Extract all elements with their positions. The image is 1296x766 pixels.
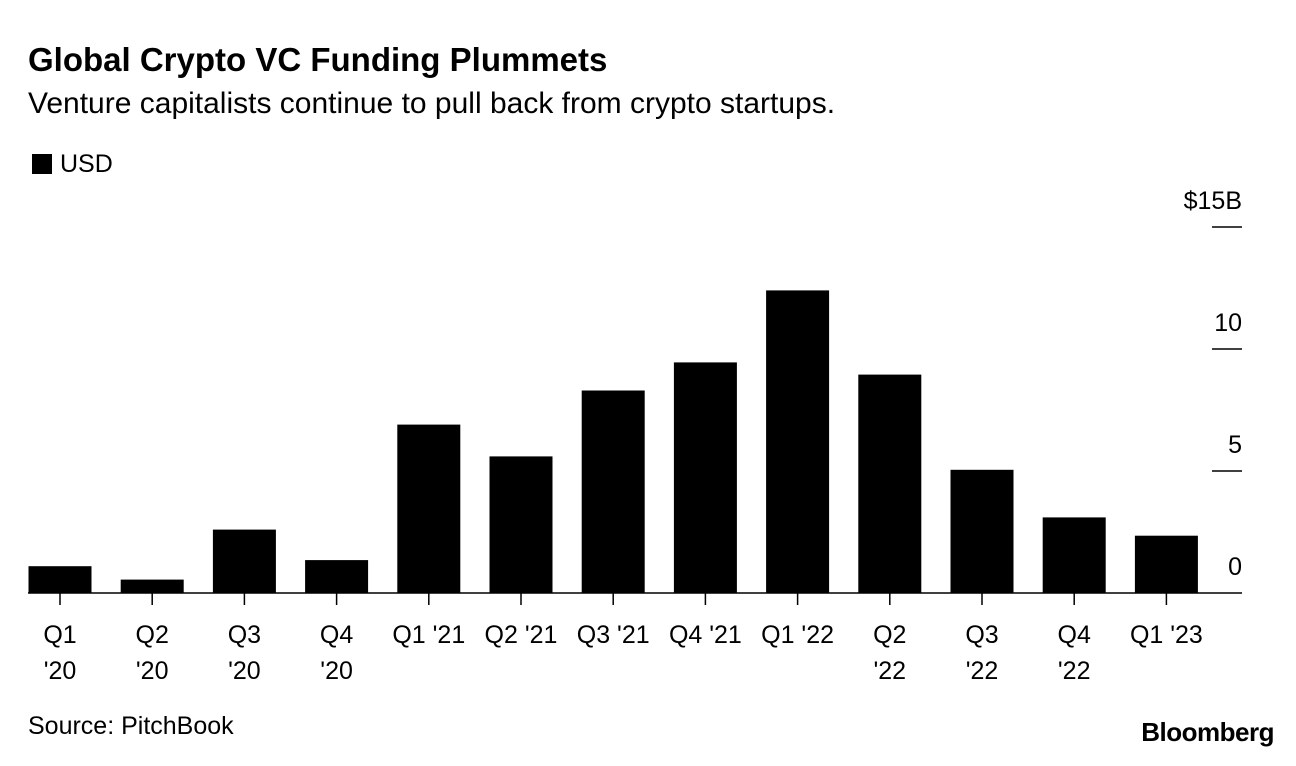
x-tick-label: Q2 '21	[485, 621, 558, 649]
y-tick-label: $15B	[1184, 187, 1242, 215]
x-tick-label: Q4'22	[1058, 621, 1091, 685]
bar	[766, 290, 830, 593]
bar	[1042, 517, 1106, 593]
y-tick-label: 10	[1214, 309, 1242, 337]
bar	[673, 362, 737, 593]
x-tick-label: Q3'22	[965, 621, 998, 685]
legend-label: USD	[60, 150, 113, 178]
y-axis: 0 5 10 $15B	[1184, 187, 1242, 581]
bar	[581, 390, 645, 593]
x-tick-label: Q1 '23	[1130, 621, 1203, 649]
bar	[212, 529, 276, 593]
bar	[950, 469, 1014, 593]
x-tick-label: Q1 '22	[761, 621, 834, 649]
bar	[120, 579, 184, 593]
y-tick-label: 0	[1228, 553, 1242, 581]
brand-logo: Bloomberg	[1141, 717, 1274, 747]
x-tick-label: Q4'20	[320, 621, 353, 685]
x-axis-ticks	[59, 593, 1168, 605]
legend: USD	[32, 148, 113, 180]
chart-title: Global Crypto VC Funding Plummets	[28, 41, 608, 78]
source-note: Source: PitchBook	[28, 712, 234, 740]
x-tick-label: Q3'20	[228, 621, 261, 685]
x-tick-label: Q2'20	[136, 621, 169, 685]
bar	[858, 374, 922, 593]
legend-swatch	[32, 154, 52, 174]
x-tick-label: Q1 '21	[392, 621, 465, 649]
chart-subtitle: Venture capitalists continue to pull bac…	[28, 87, 836, 120]
x-axis-labels: Q1'20 Q2'20 Q3'20 Q4'20 Q1 '21 Q2 '21 Q3 '21 Q4…	[43, 621, 1203, 685]
bar	[489, 456, 553, 593]
bar	[28, 566, 92, 593]
bar	[305, 560, 369, 593]
bars	[28, 290, 1198, 593]
bar	[397, 424, 461, 593]
x-tick-label: Q4 '21	[669, 621, 742, 649]
y-tick-label: 5	[1228, 431, 1242, 459]
x-tick-label: Q2'22	[873, 621, 906, 685]
x-tick-label: Q1'20	[43, 621, 76, 685]
bar	[1134, 535, 1198, 593]
x-tick-label: Q3 '21	[577, 621, 650, 649]
